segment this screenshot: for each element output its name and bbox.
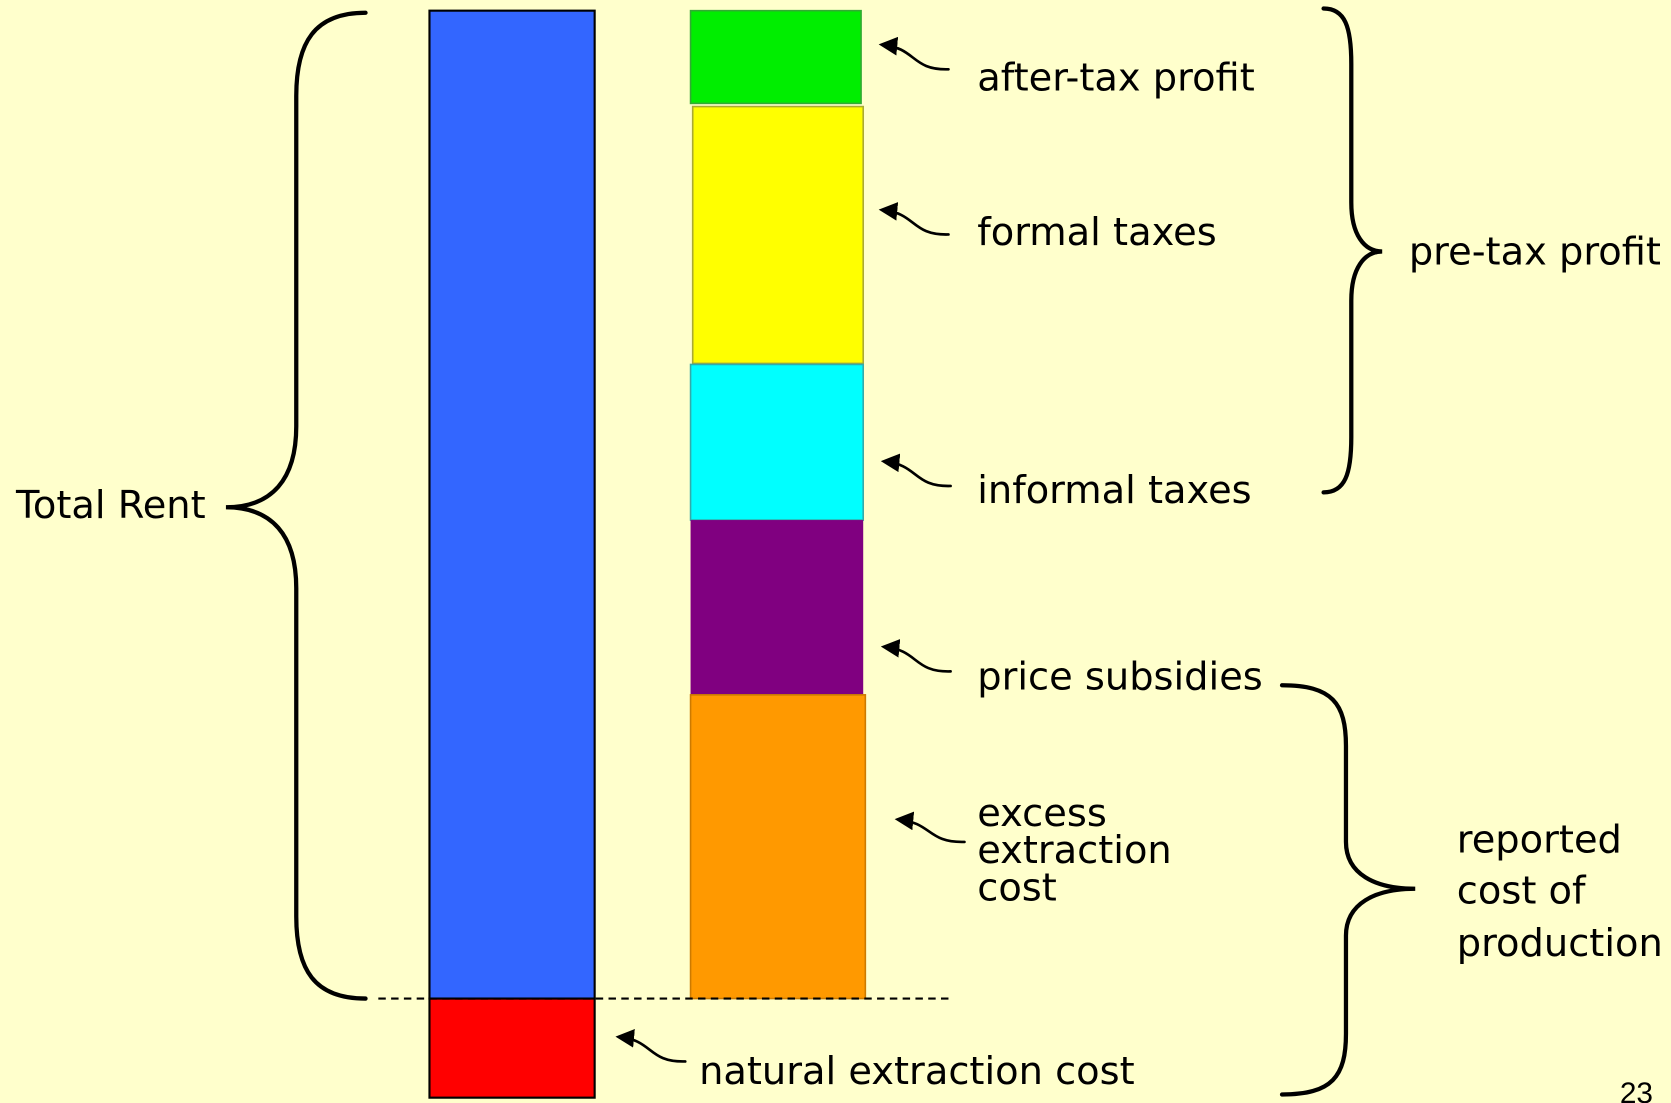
segment-label: natural extraction cost — [699, 1049, 1135, 1094]
lower-right-brace — [1279, 683, 1416, 1097]
price-subsidies-bar — [690, 520, 864, 695]
brace-label: production — [1457, 921, 1663, 966]
segment-label: formal taxes — [977, 210, 1216, 255]
arrow — [878, 36, 950, 71]
left-brace — [225, 10, 368, 1001]
arrow — [878, 202, 950, 236]
segment-label: after-tax profit — [977, 56, 1255, 101]
brace-label: pre-tax profit — [1409, 229, 1661, 274]
total-rent-bar — [428, 9, 596, 1000]
brace-label: reported — [1457, 818, 1622, 863]
segment-label: extraction — [977, 828, 1172, 873]
informal-taxes-bar — [689, 363, 865, 521]
after-tax-profit-bar — [689, 9, 862, 105]
arrow — [894, 811, 966, 844]
brace-label: cost of — [1457, 869, 1587, 914]
page-number: 23 — [1620, 1077, 1653, 1103]
arrow — [615, 1029, 687, 1063]
segment-label: excess — [977, 791, 1107, 836]
natural-cost-bar — [428, 997, 596, 1099]
excess-cost-bar — [689, 694, 867, 1000]
total-rent-label: Total Rent — [15, 483, 206, 528]
arrow — [880, 453, 952, 488]
segment-label: informal taxes — [977, 468, 1251, 513]
upper-right-brace — [1321, 6, 1383, 495]
segment-label: cost — [977, 866, 1057, 911]
formal-taxes-bar — [691, 105, 865, 365]
arrow — [880, 638, 952, 673]
segment-label: price subsidies — [977, 655, 1263, 700]
